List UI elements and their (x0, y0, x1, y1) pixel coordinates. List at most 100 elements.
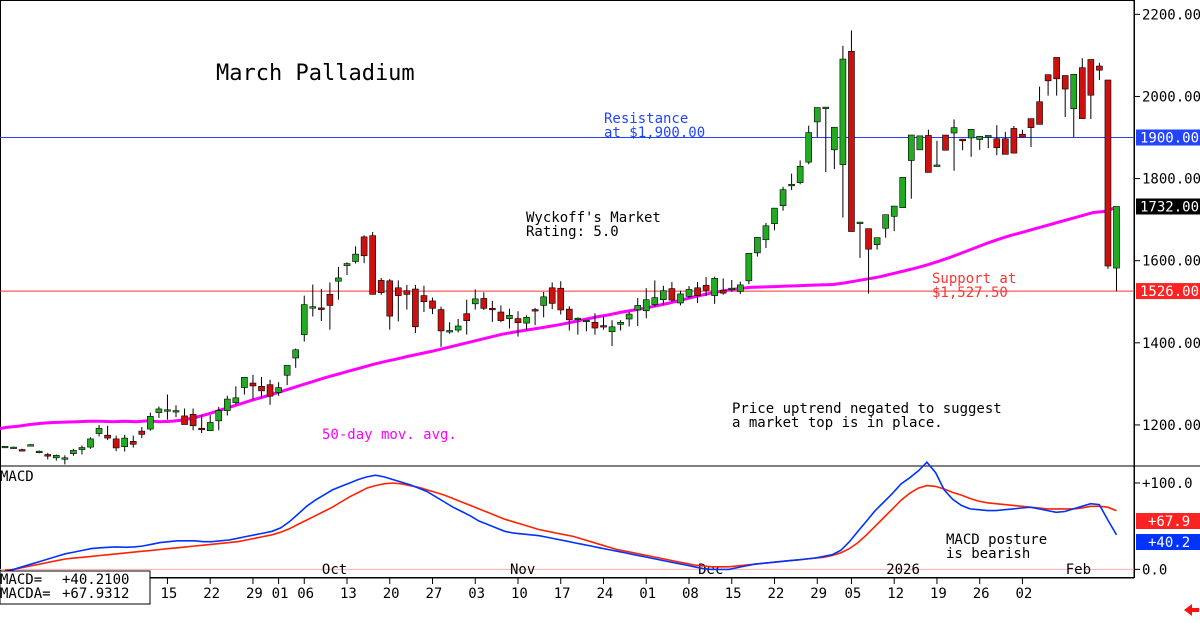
candle (694, 282, 701, 303)
date-tick-label: 01 (272, 586, 289, 602)
macd-note-line2: is bearish (946, 546, 1030, 562)
candle (335, 266, 342, 300)
candle (890, 205, 898, 232)
macda-tag: +67.9 (1136, 513, 1200, 530)
candle (719, 278, 727, 295)
macd-line (4, 461, 1118, 573)
candle (506, 308, 513, 329)
date-tick-label: 02 (1015, 586, 1032, 602)
candle (976, 135, 984, 150)
candle (480, 292, 488, 310)
candle (70, 448, 77, 456)
candle (574, 317, 582, 335)
candle (420, 285, 428, 313)
candle (608, 320, 616, 347)
candle (44, 452, 52, 460)
month-label: Oct (322, 562, 347, 578)
candle (266, 379, 274, 405)
candle (352, 246, 359, 264)
candle (651, 280, 659, 307)
candle (446, 322, 453, 334)
candle (771, 207, 778, 231)
candle (1087, 59, 1095, 120)
candle (591, 313, 599, 335)
candle (52, 454, 60, 461)
candle (514, 311, 522, 337)
candle (412, 284, 419, 333)
candle (1096, 62, 1103, 81)
macd-lines (4, 461, 1118, 573)
candle (318, 289, 325, 322)
price-axis-ticks: 1200.00 1400.00 1600.00 1800.00 2000.00 2200.… (1134, 7, 1200, 434)
candle-series (1, 30, 1120, 465)
candle (241, 377, 248, 395)
candle (18, 448, 26, 452)
candle (899, 177, 907, 209)
candle (728, 279, 736, 292)
candle (429, 297, 436, 315)
candle (138, 426, 146, 439)
candle (232, 386, 240, 405)
date-tick-label: 20 (383, 586, 400, 602)
macd-readout-label: MACD= (0, 572, 42, 588)
candle (497, 305, 505, 323)
candle (583, 319, 590, 332)
date-tick-label: 12 (887, 586, 904, 602)
candle (967, 128, 975, 157)
candle (925, 129, 932, 173)
date-tick-label: 15 (160, 586, 177, 602)
candle (702, 277, 710, 297)
candle (172, 405, 180, 418)
candle (275, 382, 282, 396)
candle (437, 306, 445, 347)
macda-readout-label: MACDA= (0, 586, 51, 602)
candle (788, 173, 795, 191)
macd-readout: MACD= +40.2100 MACDA= +67.9312 (0, 570, 151, 605)
candle (959, 138, 966, 151)
svg-text:+67.9: +67.9 (1148, 514, 1190, 530)
candle (1061, 75, 1069, 117)
candle (531, 307, 539, 326)
macd-axis-ticks: +100.0 0.0 (0, 476, 1193, 578)
candle (565, 306, 573, 331)
candle (617, 320, 624, 331)
candle (873, 237, 881, 250)
candle (394, 280, 402, 322)
candle (805, 125, 813, 165)
date-tick-label: 24 (597, 586, 614, 602)
price-tick-label: 1200.00 (1142, 418, 1200, 434)
chart-title: March Palladium (216, 61, 415, 86)
date-tick-label: 17 (554, 586, 571, 602)
candle (856, 221, 864, 258)
candle (668, 282, 676, 302)
macd-tick-label: +100.0 (1142, 476, 1193, 492)
candle (1079, 58, 1086, 119)
date-tick-label: 22 (203, 586, 220, 602)
resistance-tag: 1900.00 (1136, 129, 1200, 147)
candle (309, 284, 317, 317)
candle (300, 295, 308, 342)
candle (557, 281, 565, 315)
candle (258, 376, 265, 398)
candle (10, 446, 17, 449)
candle (129, 435, 137, 448)
candle (745, 252, 753, 285)
candle (403, 284, 411, 310)
svg-text:1732.00: 1732.00 (1140, 199, 1199, 215)
candle (189, 408, 197, 431)
candle (95, 424, 103, 437)
candle (1044, 74, 1052, 96)
candle (463, 299, 471, 335)
left-arrow-icon[interactable] (1184, 604, 1199, 616)
rating-label-line1: Wyckoff's Market (526, 210, 661, 226)
macd-panel-title: MACD (0, 469, 34, 485)
candle (625, 312, 633, 327)
date-tick-label: 01 (639, 586, 656, 602)
candle (540, 291, 547, 318)
candle (848, 30, 855, 232)
svg-text:1526.00: 1526.00 (1140, 284, 1199, 300)
comment-line2: a market top is in place. (732, 415, 943, 431)
candle (1, 445, 9, 449)
candle (950, 119, 958, 171)
price-tick-label: 1800.00 (1142, 172, 1200, 188)
